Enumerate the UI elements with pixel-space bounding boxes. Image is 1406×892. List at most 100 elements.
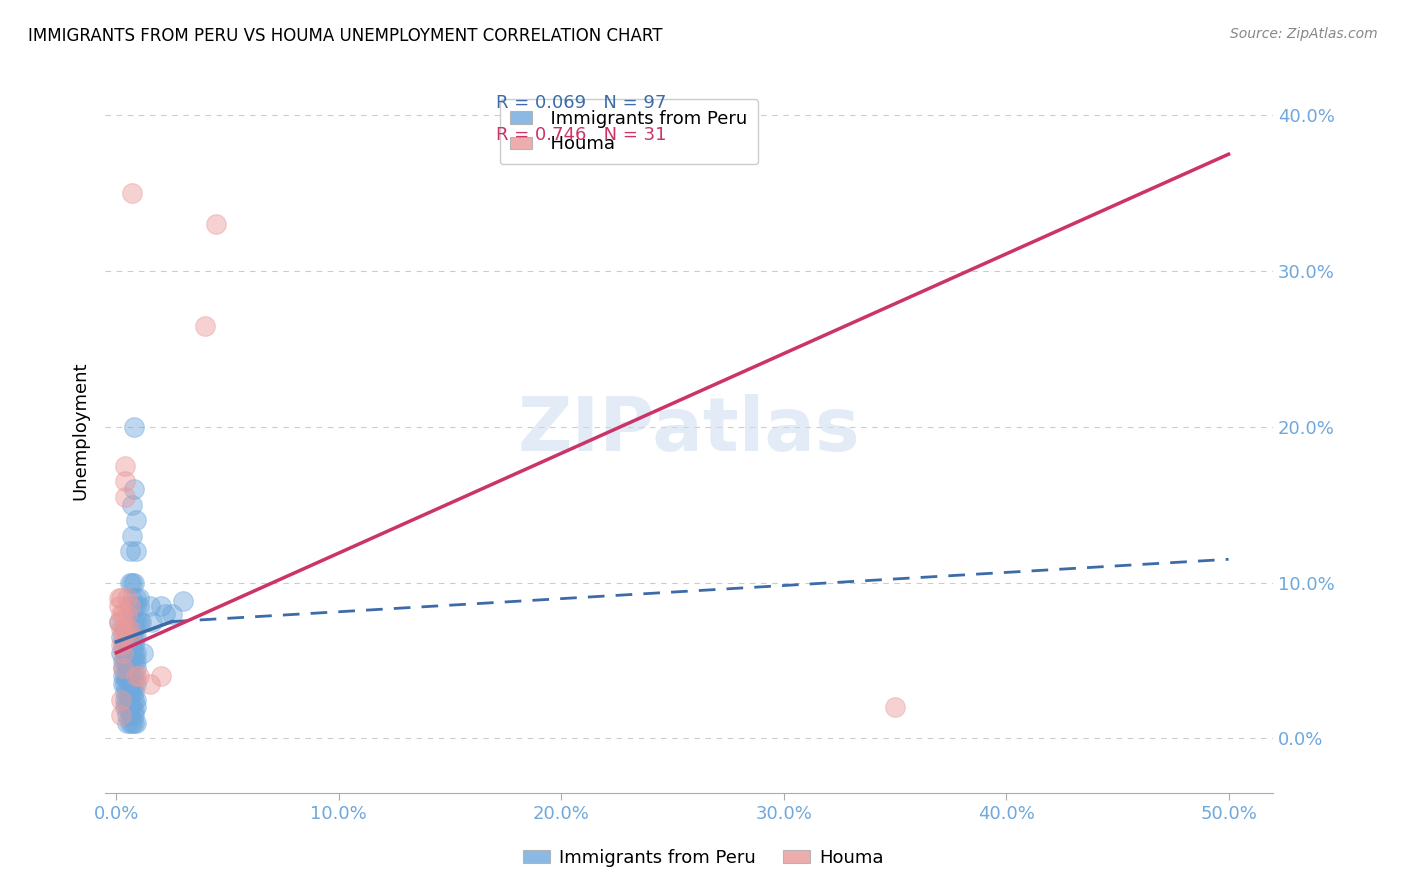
Legend:   Immigrants from Peru,   Houma: Immigrants from Peru, Houma [499,99,758,164]
Point [111,677,134,691]
Point [107,599,129,613]
Point [114,623,136,637]
Legend: Immigrants from Peru, Houma: Immigrants from Peru, Houma [516,842,890,874]
Point [155,607,177,621]
Point [122,684,145,698]
Point [122,669,145,683]
Point [117,661,139,675]
Point [125,591,148,606]
Point [121,630,143,644]
Point [149,669,172,683]
Point [117,715,139,730]
Point [117,654,139,668]
Point [122,599,145,613]
Point [121,575,143,590]
Point [128,615,150,629]
Y-axis label: Unemployment: Unemployment [72,361,89,500]
Point [132,646,155,660]
Point [114,654,136,668]
Point [121,715,143,730]
Point [114,700,136,714]
Point [118,677,141,691]
Point [141,615,163,629]
Point [118,684,141,698]
Point [114,669,136,683]
Point [118,544,141,558]
Point [117,591,139,606]
Point [111,654,134,668]
Point [125,513,148,527]
Point [122,615,145,629]
Text: Source: ZipAtlas.com: Source: ZipAtlas.com [1230,27,1378,41]
Point [118,575,141,590]
Point [138,599,160,613]
Point [117,638,139,652]
Point [125,692,148,706]
Point [122,623,145,637]
Point [111,623,134,637]
Point [118,708,141,723]
Point [125,615,148,629]
Point [121,591,143,606]
Point [110,708,132,723]
Point [883,700,905,714]
Point [118,646,141,660]
Point [110,623,132,637]
Point [117,692,139,706]
Point [111,607,134,621]
Point [122,654,145,668]
Point [118,661,141,675]
Point [117,708,139,723]
Point [107,615,129,629]
Point [118,700,141,714]
Point [118,654,141,668]
Point [114,458,136,473]
Point [128,591,150,606]
Point [118,630,141,644]
Point [114,692,136,706]
Point [111,669,134,683]
Point [111,638,134,652]
Point [117,630,139,644]
Point [122,708,145,723]
Point [129,615,152,629]
Point [114,490,136,504]
Point [125,700,148,714]
Text: ZIPatlas: ZIPatlas [517,394,860,467]
Point [117,684,139,698]
Point [117,607,139,621]
Point [122,677,145,691]
Point [118,692,141,706]
Point [118,623,141,637]
Point [114,646,136,660]
Point [122,482,145,496]
Point [118,599,141,613]
Point [111,661,134,675]
Point [128,599,150,613]
Point [125,669,148,683]
Point [111,661,134,675]
Point [107,591,129,606]
Point [110,630,132,644]
Point [117,700,139,714]
Point [114,475,136,489]
Point [118,638,141,652]
Point [118,669,141,683]
Point [110,646,132,660]
Text: R = 0.746   N = 31: R = 0.746 N = 31 [496,126,666,144]
Point [138,677,160,691]
Point [122,638,145,652]
Point [121,529,143,543]
Point [125,661,148,675]
Point [117,646,139,660]
Point [110,591,132,606]
Point [125,544,148,558]
Point [114,684,136,698]
Point [121,646,143,660]
Point [122,715,145,730]
Point [122,630,145,644]
Point [149,599,172,613]
Point [121,684,143,698]
Point [118,630,141,644]
Point [172,594,194,608]
